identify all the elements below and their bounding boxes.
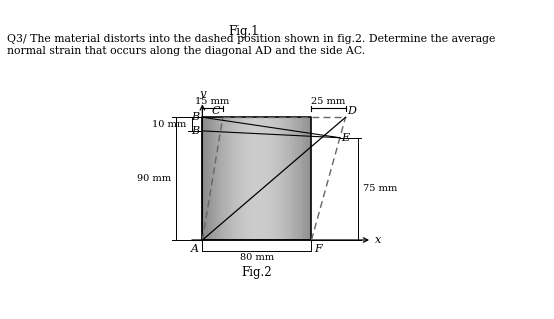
Text: C: C xyxy=(212,107,220,116)
Polygon shape xyxy=(260,117,263,240)
Polygon shape xyxy=(270,117,273,240)
Text: 25 mm: 25 mm xyxy=(311,97,346,106)
Polygon shape xyxy=(205,117,208,240)
Text: 75 mm: 75 mm xyxy=(363,184,397,193)
Polygon shape xyxy=(281,117,284,240)
Polygon shape xyxy=(219,117,222,240)
Text: D: D xyxy=(347,107,356,116)
Polygon shape xyxy=(298,117,301,240)
Polygon shape xyxy=(211,117,213,240)
Polygon shape xyxy=(309,117,311,240)
Polygon shape xyxy=(279,117,281,240)
Polygon shape xyxy=(268,117,270,240)
Text: A: A xyxy=(191,243,199,254)
Polygon shape xyxy=(213,117,216,240)
Text: B: B xyxy=(192,112,200,122)
Polygon shape xyxy=(276,117,279,240)
Text: B: B xyxy=(192,126,200,136)
Text: y: y xyxy=(199,89,206,99)
Polygon shape xyxy=(222,117,224,240)
Polygon shape xyxy=(208,117,211,240)
Text: Fig.1: Fig.1 xyxy=(228,25,259,38)
Polygon shape xyxy=(303,117,306,240)
Polygon shape xyxy=(290,117,293,240)
Polygon shape xyxy=(227,117,230,240)
Polygon shape xyxy=(252,117,254,240)
Polygon shape xyxy=(284,117,287,240)
Polygon shape xyxy=(246,117,249,240)
Polygon shape xyxy=(263,117,265,240)
Text: 15 mm: 15 mm xyxy=(196,97,230,106)
Text: Fig.2: Fig.2 xyxy=(242,266,272,279)
Polygon shape xyxy=(202,117,205,240)
Polygon shape xyxy=(243,117,246,240)
Polygon shape xyxy=(295,117,298,240)
Polygon shape xyxy=(232,117,235,240)
Text: E: E xyxy=(342,133,350,143)
Polygon shape xyxy=(230,117,232,240)
Text: 80 mm: 80 mm xyxy=(240,253,274,262)
Polygon shape xyxy=(254,117,257,240)
Polygon shape xyxy=(238,117,240,240)
Polygon shape xyxy=(301,117,303,240)
Polygon shape xyxy=(293,117,295,240)
Polygon shape xyxy=(306,117,309,240)
Text: Q3/ The material distorts into the dashed position shown in fig.2. Determine the: Q3/ The material distorts into the dashe… xyxy=(7,34,495,56)
Polygon shape xyxy=(240,117,243,240)
Polygon shape xyxy=(257,117,260,240)
Polygon shape xyxy=(216,117,219,240)
Text: F: F xyxy=(314,243,322,254)
Polygon shape xyxy=(265,117,268,240)
Text: 90 mm: 90 mm xyxy=(137,174,171,183)
Text: 10 mm: 10 mm xyxy=(152,120,187,129)
Text: x: x xyxy=(375,235,381,245)
Polygon shape xyxy=(235,117,238,240)
Polygon shape xyxy=(273,117,276,240)
Polygon shape xyxy=(224,117,227,240)
Polygon shape xyxy=(249,117,252,240)
Polygon shape xyxy=(287,117,290,240)
